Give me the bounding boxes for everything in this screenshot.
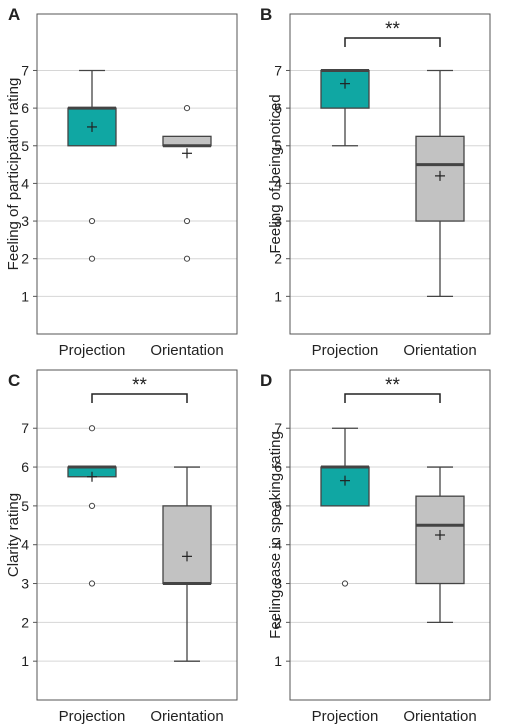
y-tick-label: 2 <box>21 614 29 630</box>
plot-frame <box>36 369 238 701</box>
significance-bracket <box>344 37 441 47</box>
y-tick-label: 1 <box>21 288 29 304</box>
y-axis-label: Feeling of being noticed <box>267 94 284 253</box>
y-tick-label: 1 <box>274 653 282 669</box>
y-tick-label: 3 <box>274 213 282 229</box>
significance-bracket <box>344 393 441 403</box>
x-category-label: Orientation <box>403 342 476 359</box>
outlier-point <box>88 580 96 587</box>
significance-label: ** <box>385 375 400 396</box>
significance-label: ** <box>385 19 400 40</box>
y-tick-label: 1 <box>21 653 29 669</box>
y-tick-label: 2 <box>274 251 282 267</box>
x-category-label: Orientation <box>150 342 223 359</box>
outlier-point <box>88 425 96 432</box>
panel-c: C 1 2 3 4 5 6 7 Clarity rating Projection Orientat… <box>5 369 238 725</box>
panel-letter: D <box>260 371 272 390</box>
y-tick-label: 1 <box>274 288 282 304</box>
x-category-label: Projection <box>59 708 126 725</box>
x-category-label: Projection <box>312 342 379 359</box>
box <box>320 69 370 109</box>
outlier-point <box>341 580 349 587</box>
panel-letter: C <box>8 371 20 390</box>
y-tick-label: 7 <box>274 420 282 436</box>
y-tick-label: 4 <box>274 537 282 553</box>
y-tick-label: 4 <box>21 175 29 191</box>
plot-frame <box>36 13 238 335</box>
outlier-point <box>183 255 191 262</box>
x-category-label: Projection <box>59 342 126 359</box>
y-axis-label: Feeling of participation rating <box>5 78 22 271</box>
y-tick-label: 2 <box>21 251 29 267</box>
significance-bracket <box>91 393 188 403</box>
y-tick-label: 5 <box>274 498 282 514</box>
outlier-point <box>183 105 191 112</box>
y-tick-label: 3 <box>21 213 29 229</box>
x-category-label: Orientation <box>150 708 223 725</box>
outlier-point <box>88 255 96 262</box>
y-tick-label: 6 <box>274 100 282 116</box>
x-category-label: Orientation <box>403 708 476 725</box>
y-tick-label: 7 <box>21 62 29 78</box>
plot-frame <box>289 13 491 335</box>
x-category-label: Projection <box>312 708 379 725</box>
significance-label: ** <box>132 375 147 396</box>
plot-frame <box>289 369 491 701</box>
panel-b: B 1 2 3 4 5 6 7 Feeling of being noticed Projecti… <box>260 5 491 359</box>
outlier-point <box>183 217 191 225</box>
y-tick-label: 2 <box>274 614 282 630</box>
y-axis-label: Clarity rating <box>5 493 22 577</box>
y-tick-label: 3 <box>21 576 29 592</box>
y-tick-label: 4 <box>274 175 282 191</box>
y-tick-label: 5 <box>21 498 29 514</box>
y-tick-label: 7 <box>274 62 282 78</box>
panel-letter: B <box>260 5 272 24</box>
y-tick-label: 6 <box>21 459 29 475</box>
y-tick-label: 7 <box>21 420 29 436</box>
y-tick-label: 6 <box>21 100 29 116</box>
box <box>320 466 370 507</box>
y-tick-label: 4 <box>21 537 29 553</box>
y-axis-label: Feeling ease in speaking rating <box>267 431 284 639</box>
y-tick-label: 5 <box>21 138 29 154</box>
outlier-point <box>88 502 96 509</box>
outlier-point <box>88 217 96 225</box>
y-tick-label: 3 <box>274 576 282 592</box>
panel-letter: A <box>8 5 20 24</box>
y-tick-label: 6 <box>274 459 282 475</box>
box <box>162 505 212 585</box>
y-tick-label: 5 <box>274 138 282 154</box>
